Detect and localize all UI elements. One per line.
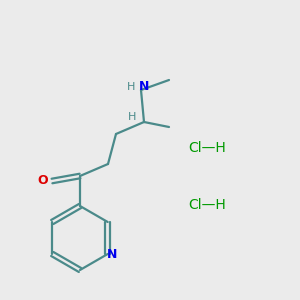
- Text: Cl—H: Cl—H: [188, 198, 226, 212]
- Text: H: H: [127, 82, 135, 92]
- Text: O: O: [38, 175, 48, 188]
- Text: N: N: [139, 80, 149, 94]
- Text: N: N: [106, 248, 117, 260]
- Text: H: H: [128, 112, 136, 122]
- Text: Cl—H: Cl—H: [188, 141, 226, 155]
